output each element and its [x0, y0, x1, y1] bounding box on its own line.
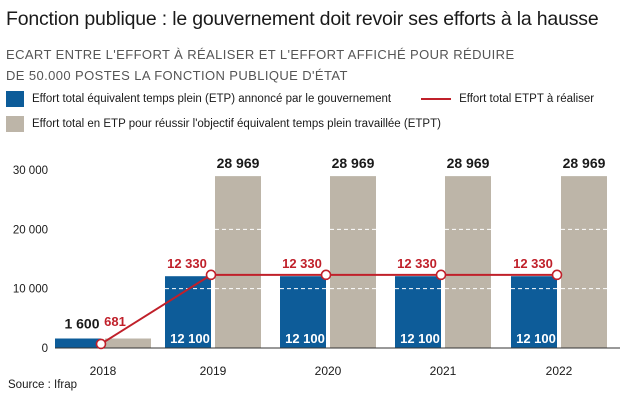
legend-row-1: Effort total équivalent temps plein (ETP…: [6, 90, 626, 108]
legend-swatch-etpt-bar: [6, 116, 24, 132]
data-label-etpt-line: 681: [104, 314, 126, 329]
etpt-point: [205, 269, 217, 281]
x-tick-label: 2021: [430, 364, 457, 378]
subtitle-line-2: DE 50.000 POSTES LA FONCTION PUBLIQUE D'…: [6, 68, 348, 83]
y-tick-label: 10 000: [13, 284, 48, 296]
data-label-etpt-bar: 28 969: [217, 155, 260, 171]
x-tick-label: 2022: [546, 364, 573, 378]
data-label-etp: 1 600: [64, 316, 99, 332]
data-label-etpt-line: 12 330: [397, 256, 437, 271]
data-label-etpt-line: 12 330: [282, 256, 322, 271]
legend-label-etpt-bar: Effort total en ETP pour réussir l'objec…: [32, 118, 441, 130]
subtitle-line-1: ECART ENTRE L'EFFORT À RÉALISER ET L'EFF…: [6, 47, 515, 62]
data-label-etp: 12 100: [516, 331, 556, 346]
etpt-point: [551, 269, 563, 281]
data-label-etpt-line: 12 330: [167, 256, 207, 271]
bar-etpt: [215, 176, 261, 348]
bar-etp: [55, 338, 101, 348]
y-tick-label: 20 000: [13, 224, 48, 236]
source-note: Source : Ifrap: [8, 379, 78, 391]
data-label-etp: 12 100: [285, 331, 325, 346]
chart-subtitle: ECART ENTRE L'EFFORT À RÉALISER ET L'EFF…: [6, 44, 515, 86]
data-label-etp: 12 100: [400, 331, 440, 346]
data-label-etpt-bar: 28 969: [447, 155, 490, 171]
data-label-etpt-line: 12 330: [513, 256, 553, 271]
legend-swatch-etp: [6, 91, 24, 107]
x-tick-label: 2020: [315, 364, 342, 378]
bar-etpt: [561, 176, 607, 348]
x-tick-label: 2018: [90, 364, 117, 378]
legend-swatch-etpt-line: [421, 98, 452, 100]
etpt-point: [95, 338, 107, 350]
bar-etpt: [105, 338, 151, 348]
bar-etpt: [445, 176, 491, 348]
etpt-point: [435, 269, 447, 281]
bar-etpt: [330, 176, 376, 348]
data-label-etpt-bar: 28 969: [563, 155, 606, 171]
etpt-point: [320, 269, 332, 281]
y-tick-label: 0: [42, 343, 48, 355]
legend-row-2: Effort total en ETP pour réussir l'objec…: [6, 115, 441, 133]
x-tick-label: 2019: [200, 364, 227, 378]
legend-label-etpt-line: Effort total ETPT à réaliser: [459, 93, 595, 105]
y-tick-label: 30 000: [13, 165, 48, 177]
data-label-etpt-bar: 28 969: [332, 155, 375, 171]
legend-label-etp: Effort total équivalent temps plein (ETP…: [32, 93, 392, 105]
chart-title: Fonction publique : le gouvernement doit…: [6, 8, 599, 30]
data-label-etp: 12 100: [170, 331, 210, 346]
